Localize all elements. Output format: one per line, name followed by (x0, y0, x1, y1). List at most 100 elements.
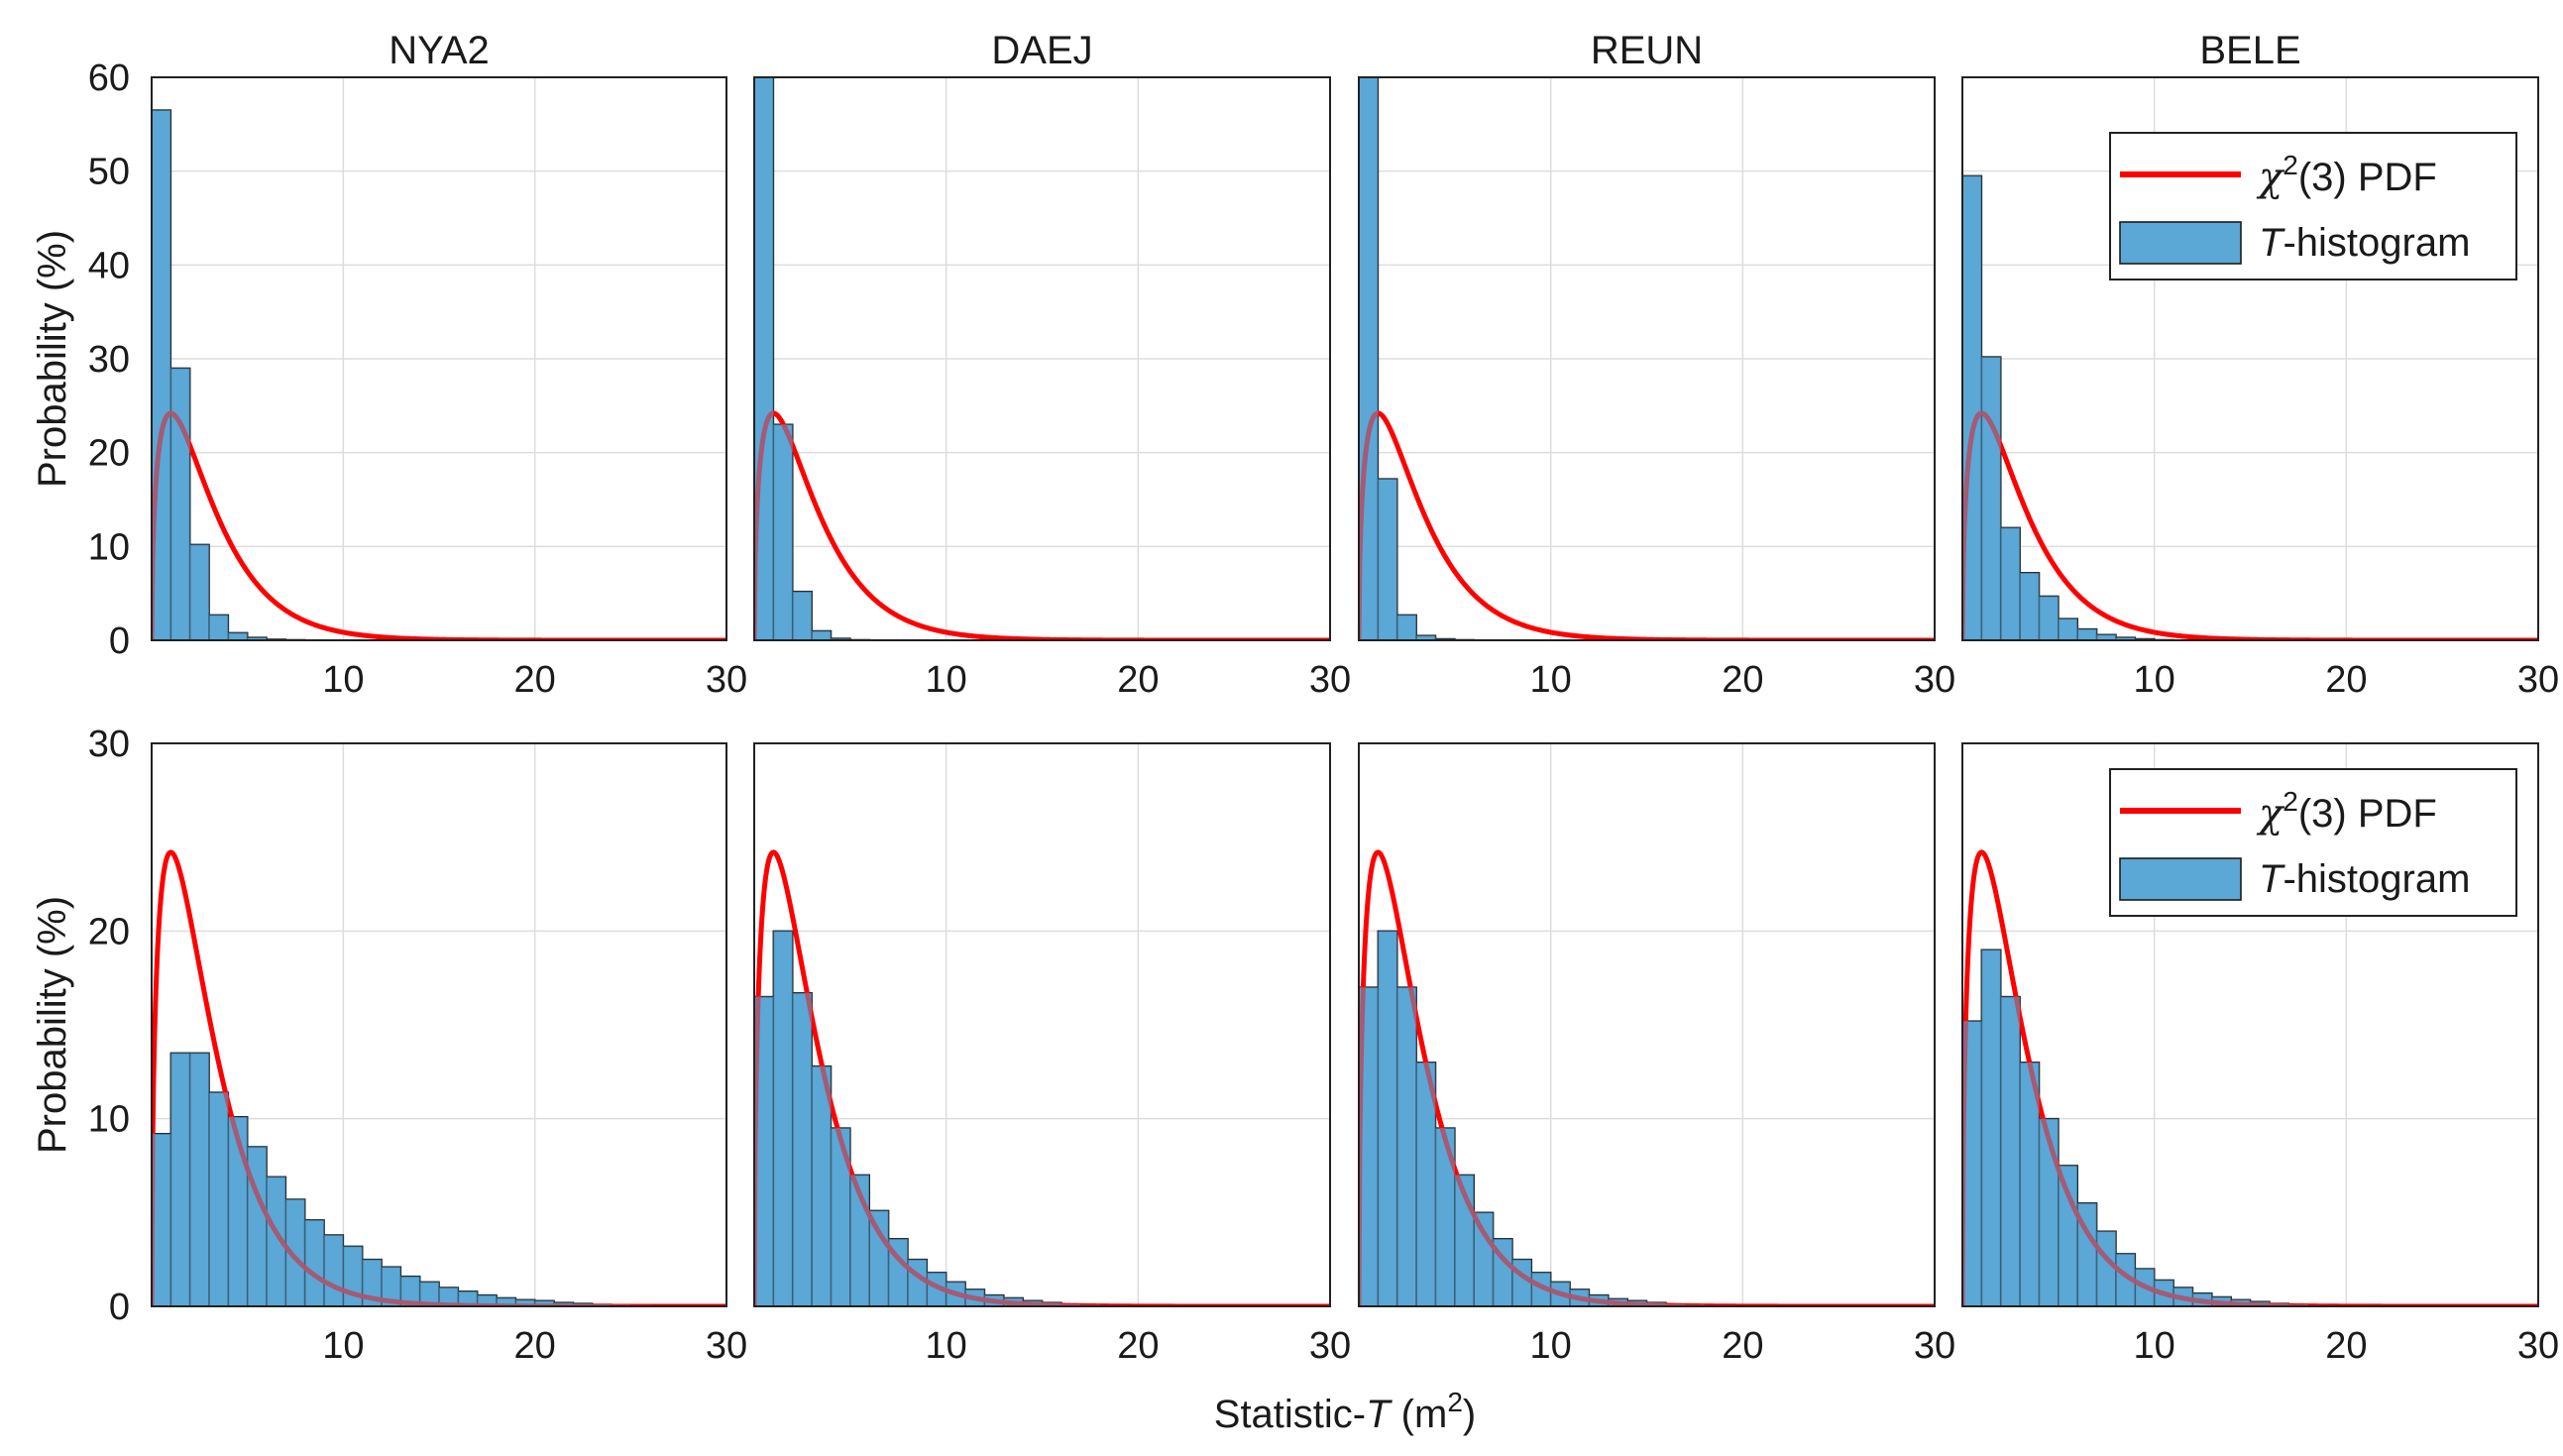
histogram-bar-overlay (1396, 615, 1417, 640)
histogram-bar-overlay (285, 1199, 305, 1306)
histogram-bar-overlay (324, 1235, 344, 1306)
histogram-bar-overlay (812, 1065, 832, 1306)
grid (1359, 77, 1935, 640)
histogram-bar-overlay (554, 1302, 574, 1306)
histogram-bar-overlay (247, 637, 267, 640)
grid (754, 743, 1330, 1306)
text-span: 10 (1530, 659, 1572, 701)
text-span: 10 (88, 526, 130, 568)
text-span: 10 (2134, 659, 2175, 701)
histogram-bar-overlay (1550, 1282, 1571, 1306)
panel-nya2: 10 20 30 0 10 20 30 40 50 60 NYA2 (88, 29, 747, 701)
text-span: 30 (2517, 1325, 2559, 1367)
text-span: 2 (2283, 150, 2298, 180)
histogram-bar-overlay (2077, 628, 2097, 640)
x-tick-label: 20 (1722, 659, 1763, 701)
histogram-bar-overlay (984, 1294, 1004, 1306)
histogram-bar-overlay (1378, 479, 1397, 640)
histogram-bar-overlay (152, 110, 171, 640)
histogram-bar-overlay (1003, 1297, 1024, 1306)
histogram-bar-overlay (2000, 996, 2021, 1306)
text-span: 20 (1722, 1325, 1763, 1367)
x-tick-label: 20 (2325, 1325, 2367, 1367)
text-span: 10 (1530, 1325, 1572, 1367)
text-span: 20 (514, 1325, 556, 1367)
histogram-bar-overlay (2269, 1303, 2289, 1306)
histogram-overlay (1962, 175, 2174, 640)
histogram-bar-overlay (343, 1246, 363, 1306)
histogram-bar-overlay (2231, 1299, 2251, 1306)
histogram-bar-overlay (1474, 1212, 1494, 1306)
text-span: BELE (2199, 29, 2300, 72)
histogram-bar-overlay (812, 630, 832, 640)
histogram-overlay (1359, 931, 1782, 1306)
axes-frame (1961, 742, 2539, 1307)
text-span: 30 (1309, 1325, 1351, 1367)
y-tick-label: 10 (88, 526, 130, 568)
panel-row2-col3: 10 20 30 (1358, 742, 1955, 1367)
histogram-bar-overlay (400, 1276, 420, 1306)
histogram-bar-overlay (228, 1116, 248, 1306)
histogram-bar-overlay (1962, 175, 1982, 640)
text-span: 30 (1914, 1325, 1955, 1367)
y-axis-label: Probability (%) (31, 230, 74, 488)
legend: χ2(3) PDF T-histogram (2109, 132, 2517, 280)
text-span: -histogram (2283, 857, 2470, 901)
histogram-bar-overlay (1646, 1302, 1666, 1306)
axes-frame (151, 76, 727, 641)
histogram-bar-overlay (362, 1259, 382, 1306)
histogram-bar-overlay (1608, 1298, 1628, 1306)
text-span: T (2259, 221, 2285, 265)
histogram-bar-overlay (2096, 634, 2116, 640)
histogram-bar-overlay (1023, 1300, 1043, 1306)
legend-pdf-label: χ2(3) PDF (2256, 786, 2437, 837)
histogram-bar-overlay (831, 1128, 850, 1306)
x-tick-label: 20 (1117, 1325, 1159, 1367)
text-span: χ (2256, 155, 2285, 200)
histogram-bar-overlay (209, 615, 229, 640)
histogram-bar-overlay (382, 1267, 401, 1306)
text-span: 20 (88, 433, 130, 475)
histogram-bar-overlay (869, 1210, 889, 1306)
histogram-overlay (152, 1053, 726, 1306)
x-axis-label: Statistic-T (m2) (1214, 1387, 1476, 1436)
histogram-bar-overlay (2192, 1292, 2212, 1306)
x-tick-label: 20 (514, 1325, 556, 1367)
histogram-bar-overlay (2173, 1288, 2193, 1306)
histogram-overlay (754, 931, 1177, 1306)
text-span: 20 (1722, 659, 1763, 701)
x-tick-label: 20 (2325, 659, 2367, 701)
text-span: 30 (1309, 659, 1351, 701)
text-span: 30 (2517, 659, 2559, 701)
panel-daej: 10 20 30 DAEJ (753, 29, 1351, 701)
y-tick-label: 30 (88, 724, 130, 765)
histogram-bar-overlay (754, 996, 774, 1306)
text-span: 20 (88, 911, 130, 952)
histogram-bar-overlay (2077, 1202, 2097, 1306)
x-tick-label: 30 (1914, 659, 1955, 701)
histogram-bar-overlay (1493, 1238, 1512, 1306)
histogram-bar-overlay (1454, 1175, 1475, 1306)
text-span: 2 (2283, 786, 2298, 817)
histogram-bar-overlay (2020, 1062, 2040, 1306)
histogram-bar-overlay (1962, 1021, 1982, 1306)
legend-hist-swatch (2119, 857, 2242, 901)
histogram-bar-overlay (170, 368, 190, 640)
histogram-bar-overlay (573, 1303, 593, 1306)
legend-hist-label: T-histogram (2259, 857, 2470, 901)
histogram-bar-overlay (2115, 1253, 2136, 1306)
axes-frame (151, 742, 727, 1307)
y-tick-label: 50 (88, 152, 130, 193)
histogram-overlay (152, 110, 305, 640)
histogram-bar-overlay (419, 1282, 439, 1306)
histogram-bar-overlay (2020, 572, 2040, 640)
panel-row2-col2: 10 20 30 (753, 742, 1351, 1367)
text-span: -histogram (2283, 221, 2470, 265)
text-span: T (1366, 1393, 1393, 1436)
y-tick-label: 40 (88, 245, 130, 286)
text-span: (m (1391, 1393, 1448, 1436)
histogram-bar-overlay (2250, 1301, 2270, 1306)
panel-row2-col4: 10 20 30 χ2(3) PDF T-histogram (1961, 742, 2559, 1367)
text-span: 30 (88, 724, 130, 765)
